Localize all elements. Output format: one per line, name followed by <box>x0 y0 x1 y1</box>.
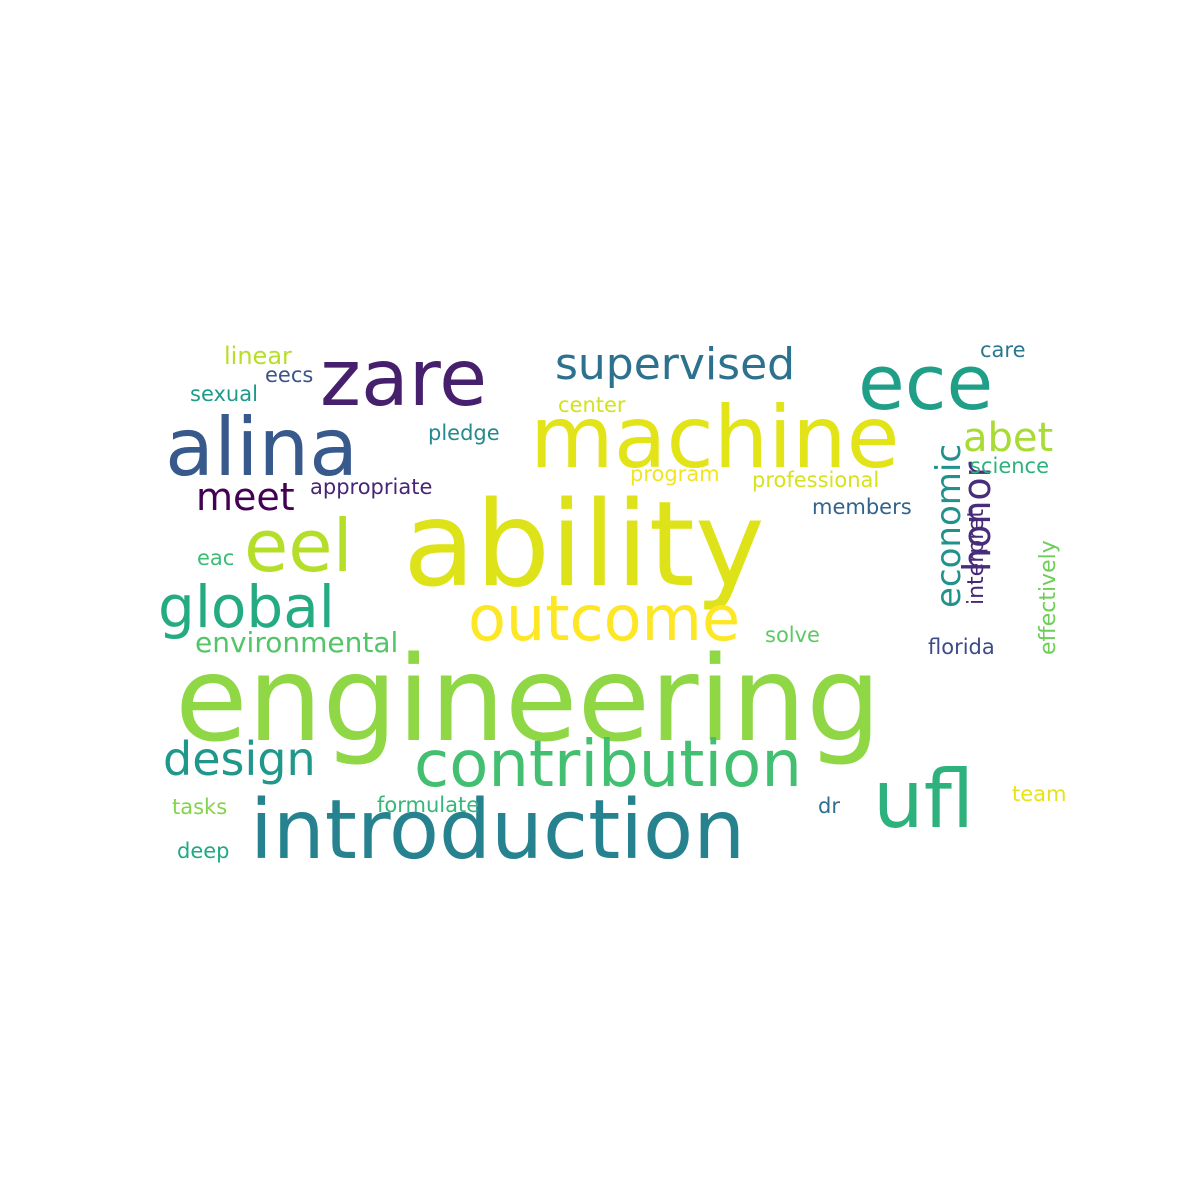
word-tasks: tasks <box>172 795 228 819</box>
word-ufl: ufl <box>873 753 975 846</box>
word-center: center <box>558 393 626 417</box>
word-eel: eel <box>244 504 353 588</box>
word-care: care <box>980 338 1026 362</box>
word-team: team <box>1012 782 1067 806</box>
word-formulate: formulate <box>377 793 480 817</box>
word-introduction: introduction <box>250 783 746 878</box>
word-eecs: eecs <box>265 363 314 387</box>
word-ece: ece <box>858 338 994 427</box>
word-supervised: supervised <box>555 339 796 390</box>
word-abet: abet <box>963 415 1054 461</box>
word-meet: meet <box>196 475 295 519</box>
word-program: program <box>630 462 720 486</box>
word-effectively: effectively <box>1036 540 1061 655</box>
word-alina: alina <box>165 401 359 494</box>
word-pledge: pledge <box>428 421 500 445</box>
word-members: members <box>812 495 912 519</box>
word-outcome: outcome <box>468 582 741 655</box>
word-appropriate: appropriate <box>310 475 433 499</box>
word-design: design <box>163 732 316 786</box>
word-dr: dr <box>818 794 840 818</box>
word-economic: economic <box>929 443 969 608</box>
word-deep: deep <box>177 839 230 863</box>
word-ability: ability <box>403 475 765 613</box>
word-science: science <box>970 454 1050 478</box>
word-interpret: interpret <box>964 509 989 605</box>
word-solve: solve <box>765 623 820 647</box>
word-machine: machine <box>530 388 900 488</box>
word-zare: zare <box>320 334 488 424</box>
word-contribution: contribution <box>414 728 802 802</box>
word-engineering: engineering <box>175 630 882 768</box>
word-global: global <box>158 573 335 641</box>
word-linear: linear <box>224 342 292 370</box>
word-florida: florida <box>928 635 995 659</box>
word-eac: eac <box>197 546 235 570</box>
word-environmental: environmental <box>195 626 399 659</box>
word-professional: professional <box>752 468 880 492</box>
word-sexual: sexual <box>190 382 258 406</box>
